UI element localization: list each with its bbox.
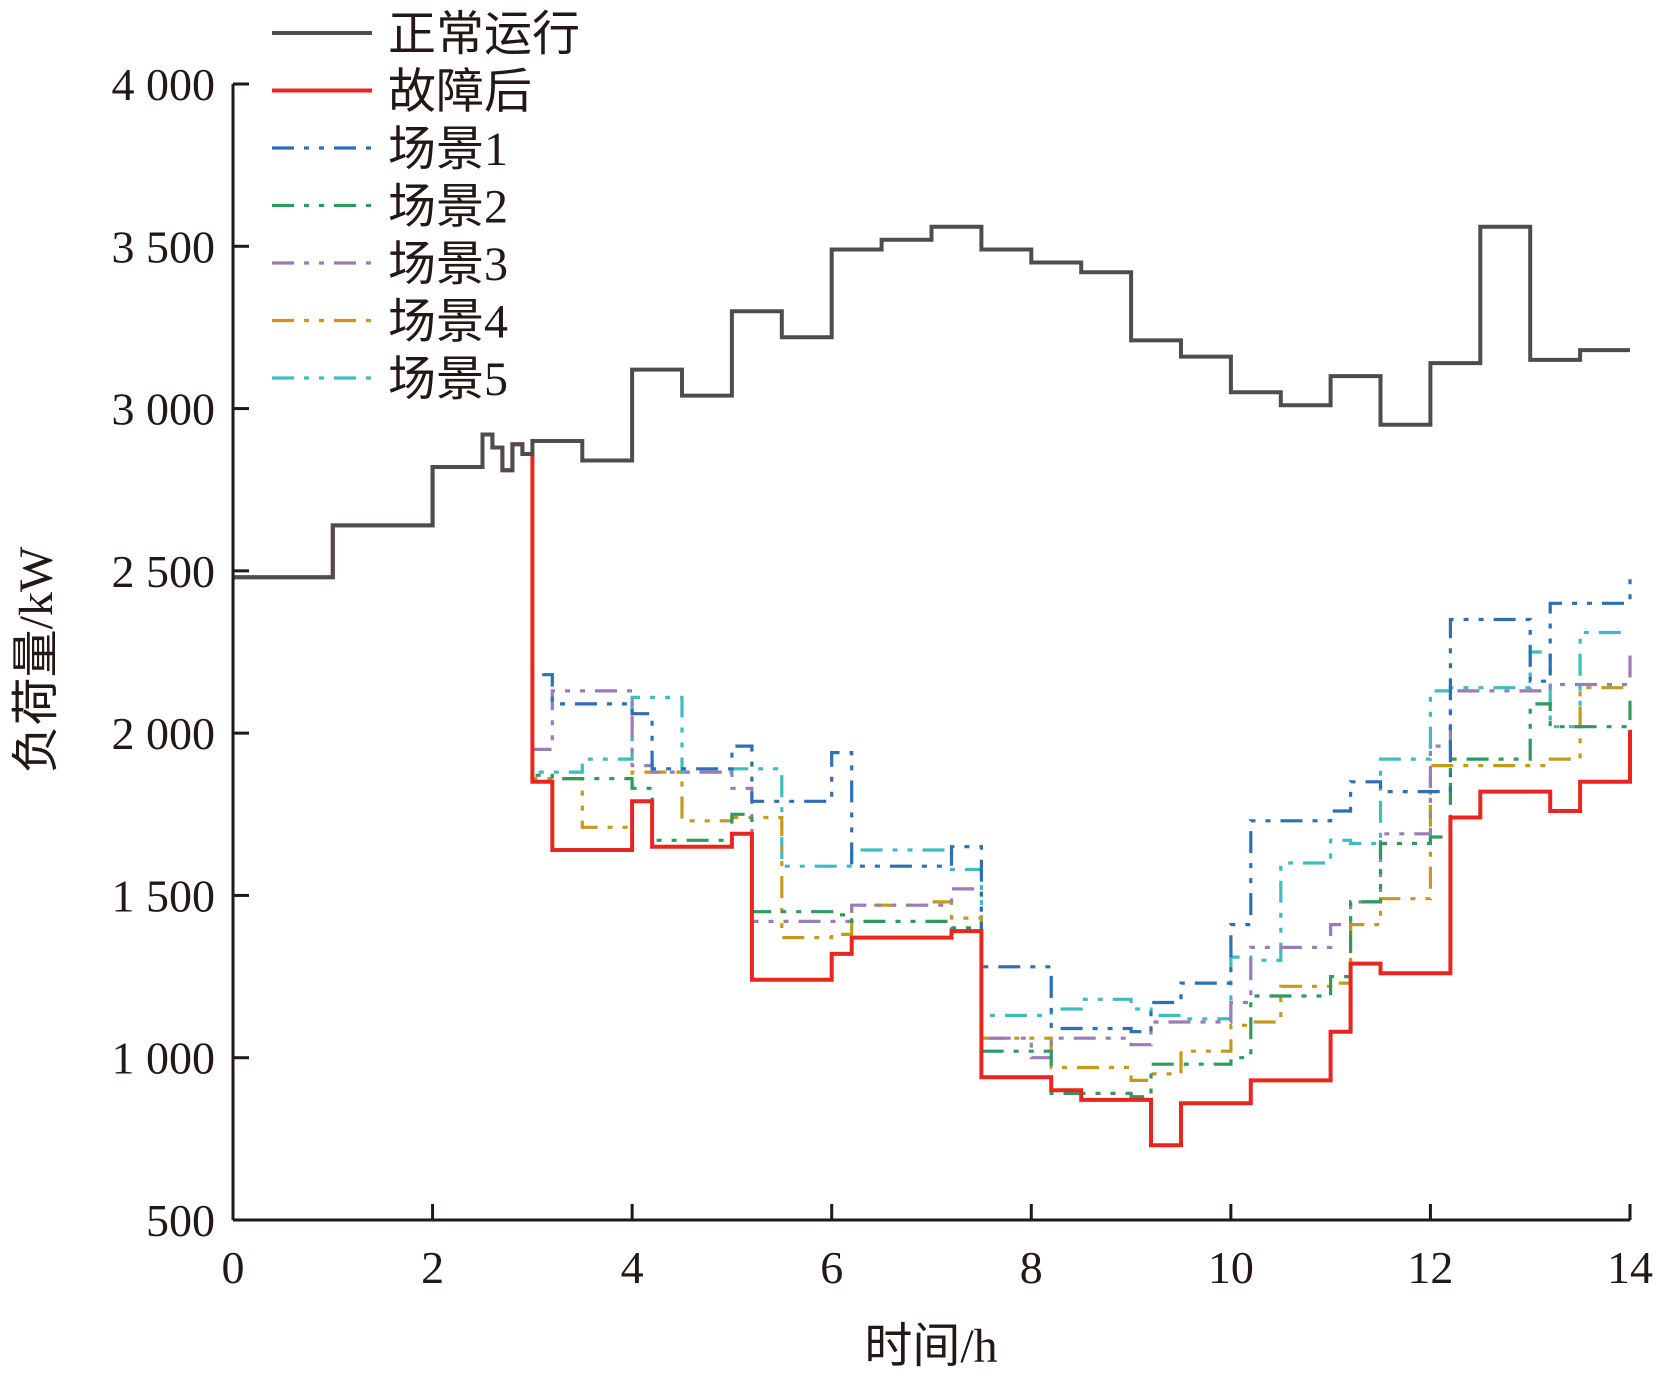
series-line-6 <box>233 432 1630 1021</box>
legend-label-3: 场景2 <box>388 181 508 234</box>
x-tick-label-2: 4 <box>621 1242 644 1293</box>
y-tick-label-6: 3 500 <box>112 221 216 272</box>
x-tick-label-6: 12 <box>1407 1242 1453 1293</box>
legend-label-2: 场景1 <box>388 123 508 176</box>
axes <box>231 84 1630 1222</box>
x-axis-title: 时间/h <box>864 1320 997 1373</box>
legend-label-0: 正常运行 <box>388 8 580 61</box>
y-tick-label-2: 1 500 <box>112 870 216 921</box>
y-tick-label-5: 3 000 <box>112 384 216 435</box>
series-line-4 <box>233 432 1632 1060</box>
y-tick-label-4: 2 500 <box>112 546 216 597</box>
y-tick-label-3: 2 000 <box>112 708 216 759</box>
series-line-0 <box>233 224 1630 580</box>
x-tick-label-3: 6 <box>820 1242 843 1293</box>
x-tick-label-0: 0 <box>222 1242 245 1293</box>
x-tick-label-1: 2 <box>421 1242 444 1293</box>
ticks: 0 2 4 6 8 10 12 14 500 1 000 1 500 2 000 2 500 3 000 3… <box>112 59 1654 1293</box>
legend-label-1: 故障后 <box>388 66 532 119</box>
y-tick-label-0: 500 <box>146 1195 215 1246</box>
series-line-2 <box>233 432 1632 1034</box>
y-tick-label-1: 1 000 <box>112 1033 216 1084</box>
series-layer <box>233 224 1632 1148</box>
x-tick-label-5: 10 <box>1208 1242 1254 1293</box>
series-line-1 <box>233 432 1632 1148</box>
series-line-5 <box>233 432 1630 1082</box>
legend-label-6: 场景5 <box>388 353 508 406</box>
x-tick-label-7: 14 <box>1607 1242 1653 1293</box>
y-tick-label-7: 4 000 <box>112 59 216 110</box>
legend-label-4: 场景3 <box>388 238 508 291</box>
y-axis-title: 负荷量/kW <box>10 546 63 773</box>
legend-label-5: 场景4 <box>388 296 508 349</box>
x-tick-label-4: 8 <box>1020 1242 1043 1293</box>
series-line-3 <box>233 432 1632 1099</box>
